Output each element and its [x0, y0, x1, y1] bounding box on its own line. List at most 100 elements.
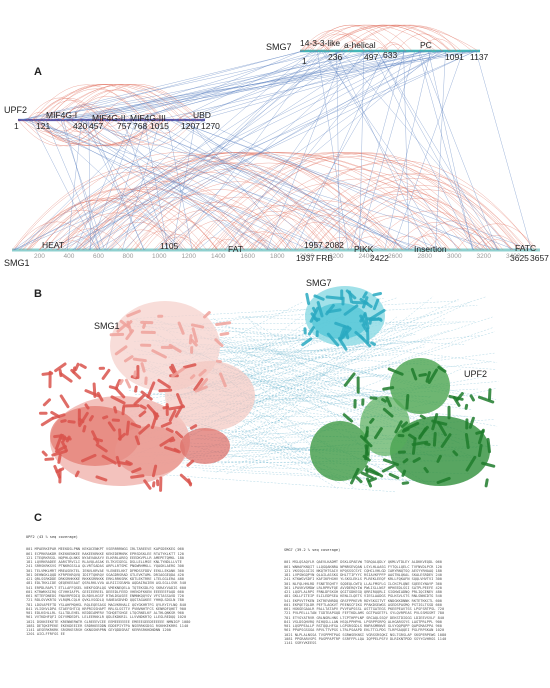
- inter-crosslink-line: [110, 50, 331, 251]
- helix-shape: [368, 467, 384, 478]
- structure-crosslink-line: [153, 318, 467, 434]
- helix-shape: [72, 366, 77, 374]
- smg1-axis-tick: 200: [34, 253, 45, 260]
- intra-crosslink-arc: [338, 40, 372, 52]
- inter-crosslink-line: [283, 50, 400, 251]
- panel-c-sequence-coverage: C UPF2 (43 % seq coverage) 001 MPAERKEPA…: [0, 508, 550, 688]
- helix-shape: [79, 363, 87, 369]
- sequence-line: 181 LQVRKRADEE AARSTRVCLI RLAVQLASAK ELT…: [26, 560, 182, 564]
- sequence-line: 781 ETYGYATRVR GRLNGRLHNS LTCPTHPPLNP SR…: [284, 615, 445, 620]
- structure-crosslink-line: [220, 417, 338, 489]
- smg1-axis-tick: 2800: [417, 253, 432, 260]
- smg1-axis-tick: 1600: [240, 253, 255, 260]
- helix-shape: [425, 371, 431, 383]
- helix-shape: [190, 346, 194, 354]
- helix-shape: [48, 370, 52, 389]
- smg1-axis-tick: 600: [93, 253, 104, 260]
- upf2-pos: 420: [73, 121, 88, 131]
- sequence-line: 121 VKSSQLGIIS NKQTHTSAIV KPQSSSCSYI CQH…: [284, 568, 442, 573]
- smg7-pos: 1137: [470, 52, 489, 62]
- helix-shape: [486, 437, 491, 454]
- sequence-line: 661 HGKGEGAALR PALLTATAPV PVVFAPSSSL AST…: [284, 607, 445, 611]
- helix-shape: [418, 373, 428, 377]
- helix-shape: [77, 408, 81, 426]
- helix-shape: [59, 436, 72, 441]
- inter-crosslink-line: [14, 50, 477, 251]
- helix-shape: [362, 454, 371, 462]
- structure-crosslink-line: [234, 343, 427, 431]
- structure-crosslink-line: [168, 365, 385, 428]
- inter-crosslink-line: [19, 119, 150, 251]
- helix-shape: [116, 323, 127, 333]
- intra-crosslink-arc: [100, 119, 121, 127]
- inter-crosslink-line: [334, 50, 429, 251]
- intra-crosslink-arc: [336, 215, 443, 251]
- helix-shape: [130, 422, 142, 429]
- inter-crosslink-line: [140, 50, 302, 121]
- inter-crosslink-line: [359, 50, 365, 251]
- helix-shape: [432, 432, 437, 447]
- smg1-structure-label: SMG1: [94, 321, 120, 331]
- panel-letter-c: C: [34, 512, 42, 524]
- inter-crosslink-line: [73, 50, 480, 121]
- helix-shape: [353, 398, 357, 409]
- helix-shape: [487, 388, 492, 401]
- helix-shape: [134, 385, 138, 393]
- helix-shape: [168, 343, 182, 353]
- helix-shape: [412, 457, 421, 463]
- intra-crosslink-arc: [81, 152, 387, 251]
- intra-crosslink-arc: [62, 84, 184, 121]
- inter-crosslink-line: [42, 50, 303, 121]
- sequence-line: 061 WNHAFKNQIT LLQGQAKNRA NPNRSEVQAN LSY…: [284, 564, 442, 569]
- intra-crosslink-arc: [33, 119, 46, 125]
- smg1-axis-tick: 2200: [329, 253, 344, 260]
- upf2-sequence-block: UPF2 (43 % seq coverage) 001 MPAERKEPAR …: [26, 526, 281, 688]
- structure-crosslink-line: [229, 360, 304, 365]
- intra-crosslink-arc: [58, 212, 174, 251]
- helix-shape: [140, 330, 156, 335]
- upf2-domain-mif4g-2: MIF4G-II: [92, 113, 126, 123]
- helix-shape: [142, 323, 147, 329]
- sequence-line: 541 ERPDLRAPLT ETLLAFFQSEL NEKFGGRLQG VM…: [26, 585, 187, 590]
- smg1-pos: 3625: [510, 253, 529, 263]
- crosslink-arcs: [11, 24, 540, 252]
- sequence-line: 001 MSLQSAQYLR QAEVLKADMT DSKLGPAEVW TSR…: [284, 560, 442, 565]
- intra-crosslink-arc: [333, 189, 520, 251]
- helix-shape: [140, 343, 152, 347]
- smg1-axis-tick: 800: [122, 253, 134, 260]
- helix-shape: [81, 453, 97, 463]
- helix-shape: [436, 454, 442, 463]
- helix-shape: [361, 398, 365, 406]
- helix-shape: [136, 364, 140, 380]
- inter-crosslink-line: [76, 119, 500, 251]
- helix-shape: [197, 378, 209, 391]
- upf2-pos: 1: [14, 121, 19, 131]
- intra-crosslink-arc: [473, 235, 520, 251]
- helix-shape: [424, 442, 431, 446]
- helix-shape: [165, 427, 174, 433]
- inter-crosslink-line: [23, 119, 310, 251]
- inter-crosslink-line: [143, 119, 169, 251]
- intra-crosslink-arc: [94, 197, 257, 251]
- inter-crosslink-line: [112, 119, 413, 251]
- intra-crosslink-arc: [246, 239, 278, 251]
- helix-shape: [342, 413, 354, 423]
- helix-shape: [326, 332, 340, 347]
- inter-crosslink-line: [175, 119, 516, 251]
- helix-shape: [91, 430, 100, 445]
- helix-shape: [359, 435, 373, 448]
- helix-shape: [155, 479, 160, 487]
- helix-shape: [122, 404, 140, 408]
- smg1-pos: 1937: [296, 253, 315, 263]
- smg1-axis-tick: 2000: [299, 253, 314, 260]
- inter-crosslink-line: [428, 50, 473, 251]
- helix-shape: [465, 455, 477, 472]
- upf2-sequence-title: UPF2 (43 % seq coverage): [26, 534, 78, 539]
- intra-crosslink-arc: [213, 153, 512, 251]
- inter-crosslink-line: [90, 119, 145, 251]
- helix-shape: [193, 377, 204, 391]
- helix-shape: [140, 362, 146, 373]
- helix-shape: [40, 416, 55, 427]
- helix-shape: [67, 420, 76, 424]
- helix-shape: [219, 331, 230, 337]
